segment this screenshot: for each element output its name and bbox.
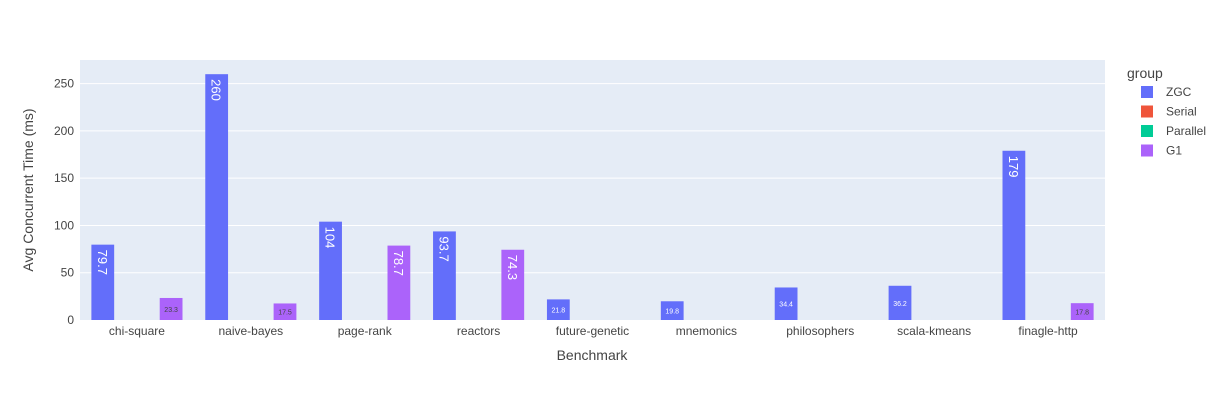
y-tick-label: 0: [67, 313, 74, 327]
x-tick-label: chi-square: [109, 324, 165, 338]
legend-item-zgc[interactable]: ZGC: [1166, 85, 1192, 99]
bars: 79.7 23.3 260 17.5 104 78.7 93.7 74.3 21.8 19.8 34…: [91, 74, 1094, 320]
bar-g1-page-rank: [387, 245, 411, 320]
y-tick-label: 100: [54, 218, 74, 232]
x-axis-ticks: chi-square naive-bayes page-rank reactors fu…: [109, 324, 1078, 338]
bar-value-label: 93.7: [436, 236, 451, 261]
bar-g1-chi-square: [159, 297, 183, 320]
bar-value-label: 19.8: [665, 309, 679, 316]
bar-zgc-future-genetic: [546, 299, 570, 320]
bar-value-label: 104: [323, 227, 338, 249]
x-tick-label: philosophers: [786, 324, 854, 338]
y-tick-label: 150: [54, 171, 74, 185]
bar-value-label: 36.2: [893, 301, 907, 308]
bar-value-label: 17.5: [278, 310, 292, 317]
plot-background: [80, 60, 1105, 320]
legend-swatch[interactable]: [1141, 144, 1153, 157]
x-tick-label: mnemonics: [676, 324, 737, 338]
gridlines: [80, 83, 1105, 274]
legend-swatch[interactable]: [1141, 105, 1153, 118]
y-tick-label: 50: [61, 266, 75, 280]
y-tick-label: 200: [54, 124, 74, 138]
bar-value-label: 34.4: [779, 302, 793, 309]
bar-value-label: 74.3: [505, 255, 520, 280]
y-tick-label: 250: [54, 77, 74, 91]
x-tick-label: finagle-http: [1018, 324, 1078, 338]
x-axis-title: Benchmark: [557, 347, 629, 363]
bar-zgc-mnemonics: [660, 301, 684, 320]
legend-item-g1[interactable]: G1: [1166, 144, 1182, 158]
bar-value-label: 23.3: [164, 307, 178, 314]
bar-zgc-chi-square: [91, 244, 115, 320]
legend-swatch[interactable]: [1141, 125, 1153, 137]
bar-zgc-page-rank: [319, 221, 342, 320]
bar-zgc-reactors: [433, 231, 456, 320]
bar-value-label: 79.7: [95, 250, 110, 275]
legend-item-parallel[interactable]: Parallel: [1166, 124, 1206, 138]
x-tick-label: page-rank: [338, 324, 393, 338]
bar-value-label: 179: [1006, 156, 1021, 178]
x-tick-label: future-genetic: [556, 324, 629, 338]
y-axis-ticks: 0 50 100 150 200 250: [54, 77, 74, 327]
bar-zgc-philosophers: [774, 287, 798, 320]
bar-value-label: 78.7: [391, 251, 406, 276]
bar-zgc-naive-bayes: [205, 74, 229, 320]
legend-swatch[interactable]: [1141, 86, 1153, 98]
x-tick-label: naive-bayes: [218, 324, 283, 338]
bar-value-label: 21.8: [552, 308, 566, 315]
legend-title: group: [1127, 65, 1163, 81]
x-tick-label: scala-kmeans: [897, 324, 971, 338]
x-tick-label: reactors: [457, 324, 500, 338]
legend: group ZGC Serial Parallel G1: [1127, 65, 1206, 158]
bar-g1-naive-bayes: [273, 303, 297, 320]
bar-zgc-finagle-http: [1002, 150, 1026, 320]
bar-g1-finagle-http: [1070, 303, 1094, 320]
legend-item-serial[interactable]: Serial: [1166, 105, 1197, 119]
bar-g1-reactors: [501, 249, 525, 320]
bar-value-label: 17.8: [1075, 310, 1089, 317]
bar-value-label: 260: [209, 79, 224, 101]
y-axis-title: Avg Concurrent Time (ms): [20, 108, 36, 271]
bar-zgc-scala-kmeans: [888, 285, 912, 320]
